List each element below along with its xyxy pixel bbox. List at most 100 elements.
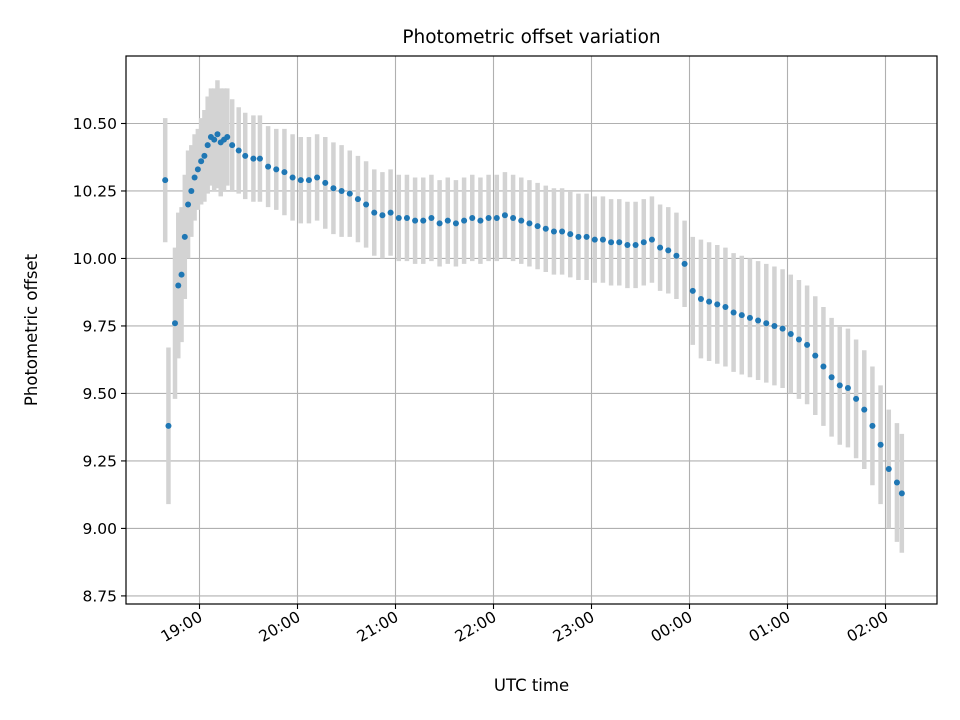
- data-point: [787, 331, 794, 338]
- data-point: [165, 422, 172, 429]
- y-axis-title: Photometric offset: [22, 253, 41, 406]
- data-point: [877, 441, 884, 448]
- data-point: [730, 309, 737, 316]
- data-point: [485, 214, 492, 221]
- data-point: [534, 223, 541, 230]
- data-point: [673, 252, 680, 259]
- data-point: [657, 244, 664, 251]
- data-point: [229, 142, 236, 149]
- data-point: [395, 214, 402, 221]
- data-point: [242, 152, 249, 159]
- data-point: [493, 214, 500, 221]
- data-point: [211, 136, 218, 143]
- data-point: [689, 287, 696, 294]
- data-point: [795, 336, 802, 343]
- data-point: [501, 212, 508, 219]
- data-point: [550, 228, 557, 235]
- y-tick-label: 10.25: [73, 182, 117, 200]
- data-point: [898, 490, 905, 497]
- data-point: [444, 217, 451, 224]
- data-point: [379, 212, 386, 219]
- y-tick-label: 9.75: [82, 317, 117, 335]
- data-point: [559, 228, 566, 235]
- data-point: [371, 209, 378, 216]
- data-point: [518, 217, 525, 224]
- data-point: [844, 385, 851, 392]
- data-point: [188, 187, 195, 194]
- data-point: [235, 147, 242, 154]
- data-point: [828, 374, 835, 381]
- data-points: [162, 131, 905, 497]
- data-point: [314, 174, 321, 181]
- data-point: [162, 177, 169, 184]
- data-point: [198, 158, 205, 165]
- data-point: [172, 320, 178, 327]
- data-point: [836, 382, 843, 389]
- data-point: [214, 131, 221, 138]
- data-point: [804, 341, 811, 348]
- data-point: [175, 282, 182, 289]
- data-point: [420, 217, 427, 224]
- data-point: [250, 155, 257, 162]
- data-point: [681, 260, 688, 267]
- data-point: [224, 133, 231, 140]
- data-point: [869, 422, 876, 429]
- data-point: [477, 217, 484, 224]
- data-point: [354, 196, 361, 203]
- data-point: [599, 236, 606, 243]
- data-point: [632, 241, 639, 248]
- data-point: [265, 163, 272, 170]
- y-tick-label: 8.75: [82, 587, 117, 605]
- data-point: [346, 190, 353, 197]
- data-point: [191, 174, 198, 181]
- data-point: [861, 406, 868, 413]
- data-point: [436, 220, 443, 227]
- data-point: [273, 166, 280, 173]
- data-point: [779, 325, 786, 332]
- y-tick-label: 9.25: [82, 452, 117, 470]
- data-point: [624, 241, 631, 248]
- data-point: [204, 142, 211, 149]
- data-point: [885, 466, 892, 473]
- data-point: [363, 201, 370, 208]
- data-point: [322, 179, 329, 186]
- data-point: [616, 239, 623, 246]
- data-point: [608, 239, 615, 246]
- data-point: [771, 322, 778, 329]
- data-point: [412, 217, 419, 224]
- data-point: [591, 236, 598, 243]
- data-point: [575, 233, 582, 240]
- chart-title: Photometric offset variation: [402, 27, 660, 48]
- data-point: [181, 233, 188, 240]
- plot-frame: [125, 55, 938, 605]
- data-point: [738, 312, 745, 319]
- y-tick-label: 10.00: [73, 250, 117, 268]
- data-point: [461, 217, 468, 224]
- data-point: [812, 352, 819, 359]
- data-point: [567, 231, 574, 238]
- data-point: [648, 236, 655, 243]
- data-point: [755, 317, 762, 324]
- data-point: [714, 301, 721, 308]
- data-point: [722, 304, 729, 311]
- data-point: [697, 295, 704, 302]
- data-point: [763, 320, 770, 327]
- data-point: [281, 169, 288, 176]
- y-tick-label: 10.50: [73, 115, 117, 133]
- data-point: [387, 209, 394, 216]
- data-point: [194, 166, 201, 173]
- data-point: [706, 298, 713, 305]
- data-point: [297, 177, 304, 184]
- data-point: [452, 220, 459, 227]
- data-point: [820, 363, 827, 370]
- data-point: [510, 214, 517, 221]
- data-point: [640, 239, 647, 246]
- data-point: [469, 214, 476, 221]
- data-point: [305, 177, 312, 184]
- data-point: [256, 155, 263, 162]
- data-point: [746, 314, 753, 321]
- data-point: [542, 225, 549, 232]
- data-point: [201, 152, 208, 159]
- data-point: [289, 174, 296, 181]
